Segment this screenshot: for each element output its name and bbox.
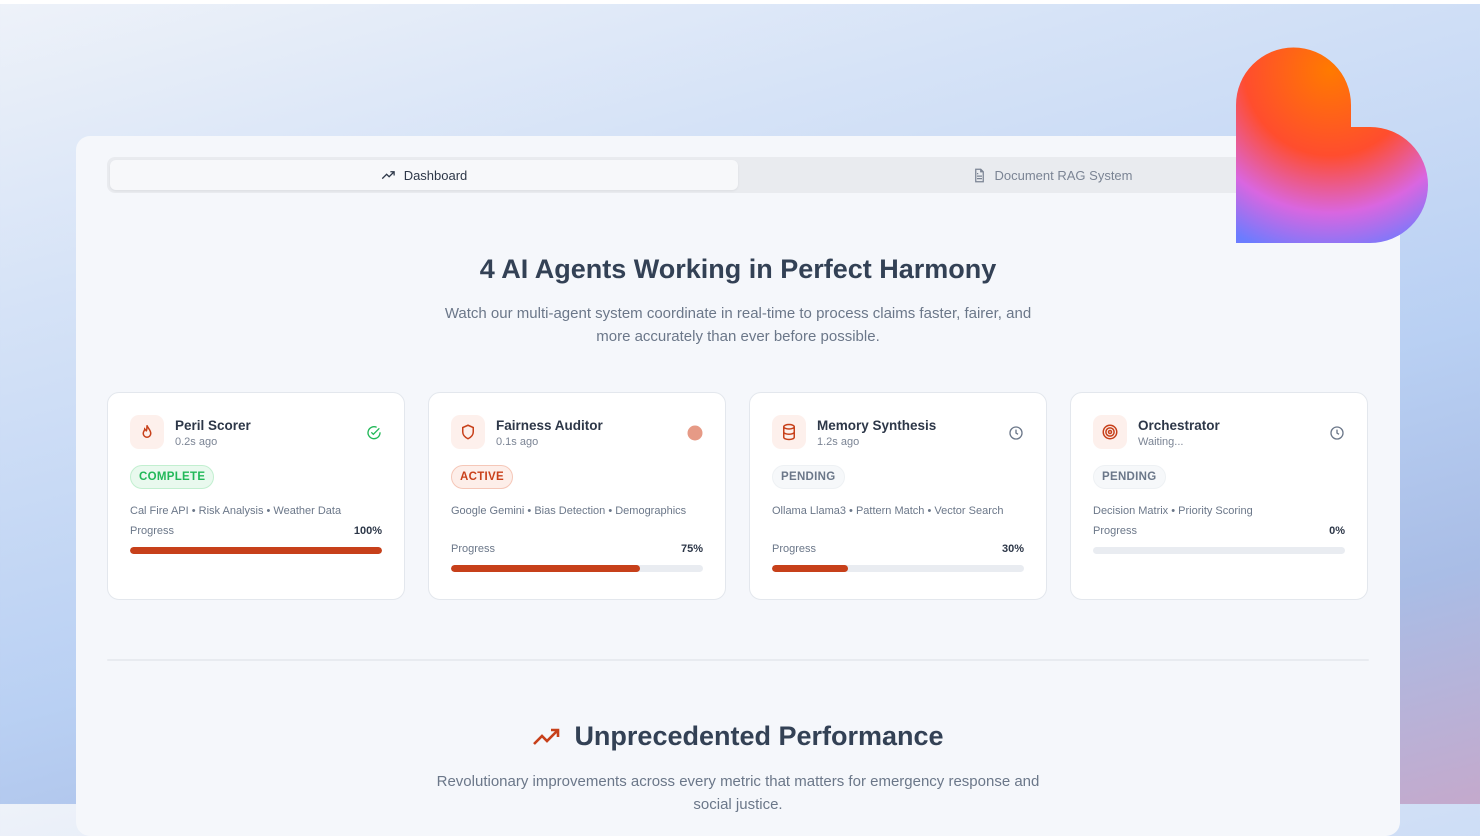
trending-up-icon <box>533 728 560 745</box>
progress-row: Progress 30% <box>772 543 1024 555</box>
status-badge: ACTIVE <box>451 465 513 489</box>
status-badge: PENDING <box>772 465 845 489</box>
agent-name: Memory Synthesis <box>817 418 937 433</box>
active-dot-icon <box>687 425 703 441</box>
clock-icon <box>1330 426 1344 440</box>
performance-title: Unprecedented Performance <box>76 721 1400 752</box>
progress-bar <box>772 565 1024 572</box>
status-badge: PENDING <box>1093 465 1166 489</box>
progress-fill <box>772 565 848 572</box>
progress-label: Progress <box>451 543 496 555</box>
agent-tags: Google Gemini • Bias Detection • Demogra… <box>451 505 687 517</box>
tab-document-rag[interactable]: Document RAG System <box>738 160 1366 190</box>
agent-icon-box <box>1093 415 1127 449</box>
progress-label: Progress <box>1093 525 1138 537</box>
agent-tags: Cal Fire API • Risk Analysis • Weather D… <box>130 505 342 517</box>
agent-icon-box <box>130 415 164 449</box>
progress-label: Progress <box>130 525 175 537</box>
progress-row: Progress 100% <box>130 525 382 537</box>
agent-name: Orchestrator <box>1138 418 1220 433</box>
target-icon <box>1102 424 1118 440</box>
progress-value: 30% <box>1001 543 1024 555</box>
shield-icon <box>462 424 474 440</box>
agent-card[interactable]: Memory Synthesis 1.2s ago PENDING Ollama… <box>749 392 1047 600</box>
agent-tags: Decision Matrix • Priority Scoring <box>1093 505 1253 517</box>
main-panel: Dashboard Document RAG System 4 AI Agent… <box>76 136 1400 836</box>
agent-card[interactable]: Peril Scorer 0.2s ago COMPLETE Cal Fire … <box>107 392 405 600</box>
progress-fill <box>451 565 640 572</box>
agent-card[interactable]: Orchestrator Waiting... PENDING Decision… <box>1070 392 1368 600</box>
progress-fill <box>130 547 382 554</box>
agent-icon-box <box>772 415 806 449</box>
trending-up-icon <box>381 170 395 179</box>
agent-name: Fairness Auditor <box>496 418 603 433</box>
progress-row: Progress 75% <box>451 543 703 555</box>
heart-logo-icon <box>1236 47 1428 243</box>
agent-time: 0.2s ago <box>175 436 218 448</box>
tab-dashboard[interactable]: Dashboard <box>110 160 738 190</box>
progress-value: 75% <box>680 543 703 555</box>
tab-label: Document RAG System <box>994 167 1133 183</box>
agent-cards: Peril Scorer 0.2s ago COMPLETE Cal Fire … <box>107 392 1368 600</box>
agent-time: 1.2s ago <box>817 436 860 448</box>
check-circle-icon <box>367 426 381 440</box>
progress-bar <box>130 547 382 554</box>
section-divider <box>107 659 1369 661</box>
performance-subtitle: Revolutionary improvements across every … <box>436 773 1040 813</box>
agent-time: 0.1s ago <box>496 436 539 448</box>
progress-bar <box>451 565 703 572</box>
agent-icon-box <box>451 415 485 449</box>
progress-label: Progress <box>772 543 817 555</box>
agent-time: Waiting... <box>1138 436 1184 448</box>
agent-name: Peril Scorer <box>175 418 251 433</box>
tab-bar: Dashboard Document RAG System <box>107 157 1369 193</box>
progress-bar <box>1093 547 1345 554</box>
progress-value: 0% <box>1329 525 1345 537</box>
hero-title: 4 AI Agents Working in Perfect Harmony <box>479 254 997 284</box>
tab-label: Dashboard <box>403 167 468 183</box>
clock-icon <box>1009 426 1023 440</box>
progress-row: Progress 0% <box>1093 525 1345 537</box>
status-badge: COMPLETE <box>130 465 215 489</box>
top-edge <box>0 0 1480 4</box>
hero-subtitle: Watch our multi-agent system coordinate … <box>444 305 1032 345</box>
agent-tags: Ollama Llama3 • Pattern Match • Vector S… <box>772 505 1004 517</box>
agent-card[interactable]: Fairness Auditor 0.1s ago ACTIVE Google … <box>428 392 726 600</box>
database-icon <box>783 423 795 441</box>
progress-value: 100% <box>353 525 382 537</box>
flame-icon <box>142 425 152 438</box>
performance-title-text: Unprecedented Performance <box>574 721 944 751</box>
document-icon <box>974 168 984 182</box>
